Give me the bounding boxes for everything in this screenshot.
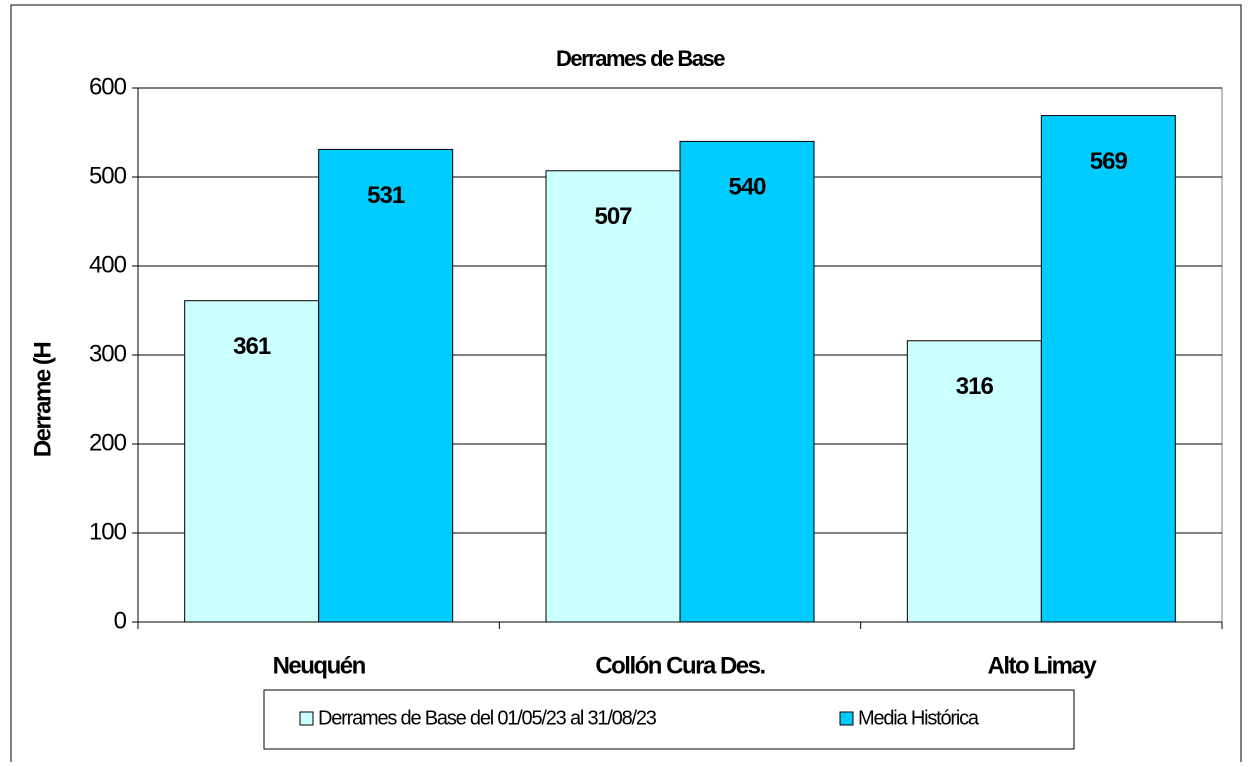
y-tick-label: 0 xyxy=(114,607,127,634)
data-label: 569 xyxy=(1090,148,1128,175)
legend-label: Derrames de Base del 01/05/23 al 31/08/2… xyxy=(318,707,657,729)
y-axis-label: Derrame (H xyxy=(29,343,56,458)
bar xyxy=(1040,115,1176,623)
y-tick-label: 600 xyxy=(89,73,127,100)
data-label: 507 xyxy=(594,203,632,230)
y-tick-label: 200 xyxy=(89,429,127,456)
bar xyxy=(318,148,454,623)
y-tick-label: 100 xyxy=(89,518,127,545)
legend-swatch xyxy=(299,711,314,726)
legend-label: Media Histórica xyxy=(858,707,980,729)
data-label: 316 xyxy=(956,373,994,400)
chart-title: Derrames de Base xyxy=(556,46,725,71)
y-tick-label: 500 xyxy=(89,162,127,189)
data-label: 540 xyxy=(728,174,766,201)
bar xyxy=(545,170,681,623)
bar xyxy=(679,140,815,623)
legend-box xyxy=(263,689,1075,750)
y-tick-label: 400 xyxy=(89,251,127,278)
x-tick-label: Neuquén xyxy=(273,652,366,679)
legend-swatch xyxy=(839,711,854,726)
x-tick-label: Collón Cura Des. xyxy=(595,652,765,679)
y-tick-label: 300 xyxy=(89,340,127,367)
data-label: 361 xyxy=(233,333,271,360)
data-label: 531 xyxy=(367,182,405,209)
bar xyxy=(906,340,1042,623)
x-tick-label: Alto Limay xyxy=(987,652,1097,679)
bar xyxy=(184,300,320,623)
